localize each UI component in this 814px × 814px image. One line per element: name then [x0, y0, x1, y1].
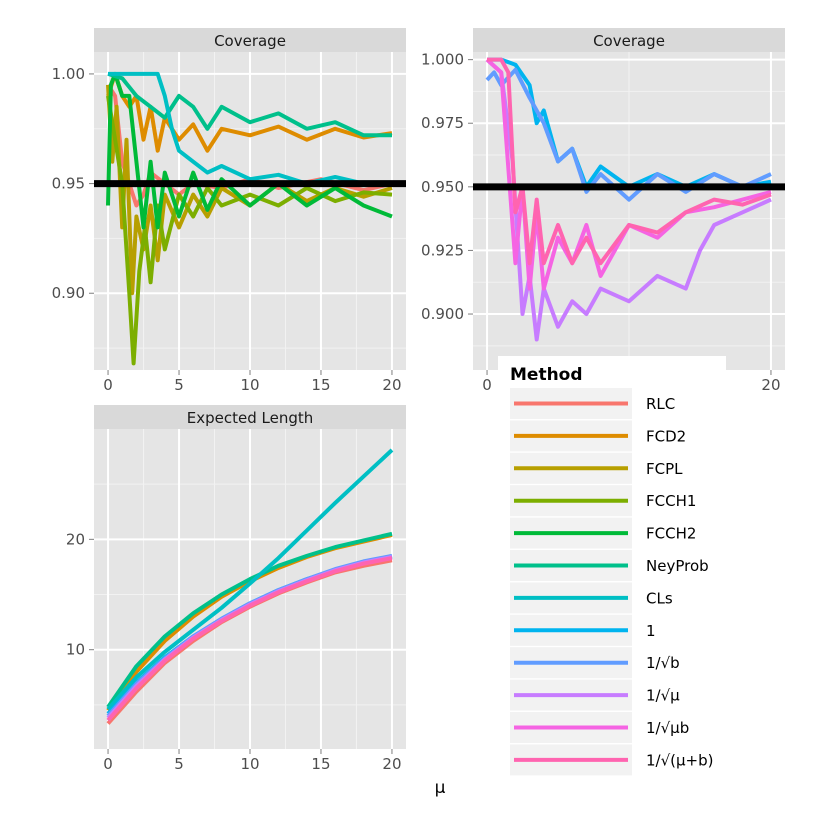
- legend-label: FCCH2: [646, 525, 696, 543]
- x-tick-labels: 0 5 10 15 20: [103, 370, 402, 394]
- legend-items: RLC FCD2 FCPL FCCH1 FCCH2 NeyProb CLs 1 1/√b 1/√μ…: [510, 388, 714, 776]
- y-tick-labels: 0.900 0.925 0.950 0.975 1.000: [421, 51, 473, 323]
- panel-coverage-right: Coverage 0 20 0.900 0.925 0.950 0.975 1.000: [421, 28, 785, 394]
- legend-label: 1: [646, 622, 656, 640]
- legend-label: CLs: [646, 589, 673, 607]
- legend: Method RLC FCD2 FCPL FCCH1 FCCH2 NeyProb CLs 1 1…: [498, 356, 726, 776]
- x-tick-label: 10: [240, 755, 259, 773]
- panel-title: Coverage: [593, 32, 665, 50]
- x-tick-label: 0: [103, 755, 113, 773]
- legend-label: 1/√b: [646, 654, 680, 672]
- x-tick-label: 10: [240, 376, 259, 394]
- grid: [94, 429, 406, 749]
- legend-label: RLC: [646, 395, 675, 413]
- x-axis-title: μ: [435, 778, 446, 798]
- x-tick-label: 20: [761, 376, 780, 394]
- series-lines: [106, 448, 394, 725]
- x-tick-label: 0: [482, 376, 492, 394]
- series-line: [106, 531, 393, 709]
- series-line: [106, 448, 394, 711]
- y-tick-label: 0.900: [421, 305, 464, 323]
- x-tick-label: 20: [382, 376, 401, 394]
- series-line: [107, 71, 392, 138]
- legend-label: 1/√(μ+b): [646, 751, 714, 769]
- x-tick-label: 15: [311, 376, 330, 394]
- y-tick-label: 0.90: [52, 284, 85, 302]
- panel-expected-length: Expected Length 0 5 10 15 20 10 20: [66, 405, 406, 773]
- y-tick-label: 0.925: [421, 241, 464, 259]
- legend-label: NeyProb: [646, 557, 709, 575]
- x-tick-label: 15: [311, 755, 330, 773]
- y-tick-labels: 0.90 0.95 1.00: [52, 65, 94, 302]
- strip-background: [94, 405, 406, 429]
- legend-title: Method: [510, 365, 583, 385]
- panel-title: Coverage: [214, 32, 286, 50]
- strip-background: [473, 28, 785, 52]
- series-line: [106, 556, 393, 722]
- y-tick-labels: 10 20: [66, 530, 94, 659]
- x-tick-labels: 0 5 10 15 20: [103, 749, 402, 773]
- y-tick-label: 1.000: [421, 51, 464, 69]
- series-line: [485, 58, 772, 342]
- legend-label: FCCH1: [646, 492, 696, 510]
- series-line: [106, 71, 393, 230]
- legend-label: FCPL: [646, 460, 683, 478]
- x-tick-label: 20: [382, 755, 401, 773]
- legend-label: 1/√μb: [646, 719, 689, 737]
- legend-label: 1/√μ: [646, 687, 680, 705]
- y-tick-label: 0.975: [421, 114, 464, 132]
- x-tick-label: 0: [103, 376, 113, 394]
- x-tick-labels: 0 20: [482, 370, 781, 394]
- y-tick-label: 1.00: [52, 65, 85, 83]
- panel-title: Expected Length: [187, 409, 314, 427]
- panel-coverage-left: Coverage 0 5 10 15 20 0.90 0.95 1.00: [52, 28, 406, 394]
- y-tick-label: 0.950: [421, 178, 464, 196]
- y-tick-label: 20: [66, 530, 85, 548]
- x-tick-label: 5: [174, 376, 184, 394]
- series-line: [108, 71, 392, 186]
- y-tick-label: 10: [66, 641, 85, 659]
- strip-background: [94, 28, 406, 52]
- y-tick-label: 0.95: [52, 175, 85, 193]
- x-tick-label: 5: [174, 755, 184, 773]
- series-line: [106, 95, 393, 366]
- legend-label: FCD2: [646, 427, 686, 445]
